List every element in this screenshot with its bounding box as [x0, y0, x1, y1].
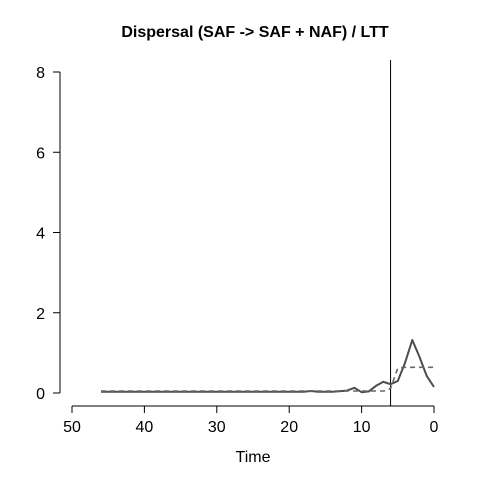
series-line-solid	[101, 339, 435, 394]
y-tick-label: 0	[36, 386, 45, 403]
y-tick-label: 6	[36, 145, 45, 162]
x-axis-label: Time	[236, 449, 271, 466]
y-tick-label: 8	[36, 65, 45, 82]
x-tick-label: 50	[63, 419, 81, 436]
x-tick-label: 0	[430, 419, 439, 436]
y-tick-label: 2	[36, 306, 45, 323]
series-line-dashed	[101, 366, 434, 392]
x-tick-label: 10	[353, 419, 371, 436]
x-tick-label: 20	[280, 419, 298, 436]
y-tick-label: 4	[36, 226, 45, 243]
x-tick-label: 30	[208, 419, 226, 436]
chart-title: Dispersal (SAF -> SAF + NAF) / LTT	[121, 24, 389, 41]
x-tick-label: 40	[136, 419, 154, 436]
plot-area: 0 2 4 6 8 50 40 30 20 10 0	[36, 60, 439, 436]
